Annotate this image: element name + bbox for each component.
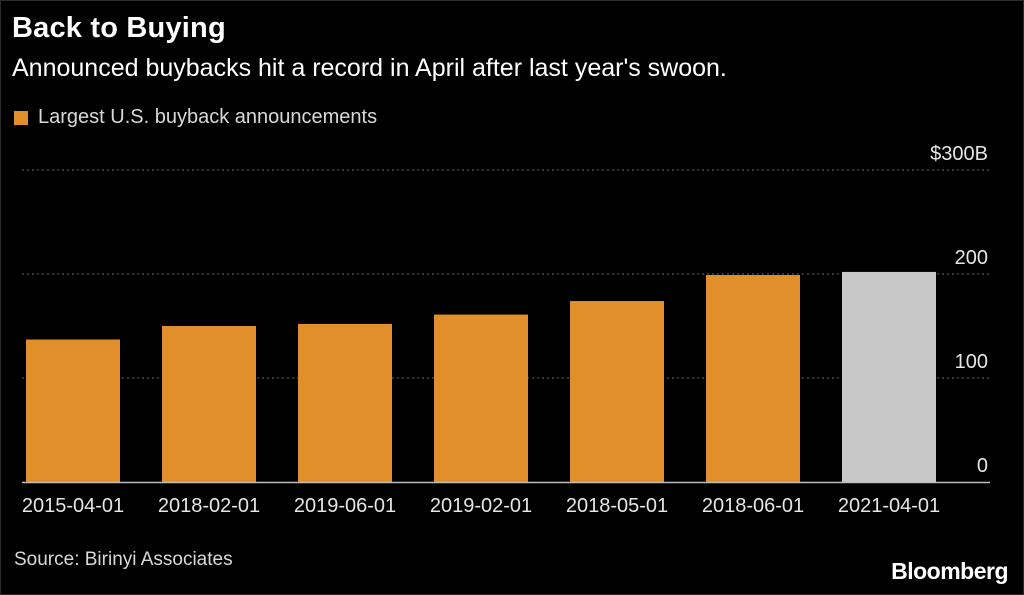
bar bbox=[842, 271, 936, 482]
y-tick-label: 100 bbox=[955, 351, 988, 373]
brand-logo: Bloomberg bbox=[891, 558, 1008, 584]
chart-title: Back to Buying bbox=[12, 12, 226, 44]
bar bbox=[706, 275, 800, 482]
bar bbox=[434, 314, 528, 482]
x-tick-label: 2015-04-01 bbox=[22, 495, 124, 517]
chart-subtitle: Announced buybacks hit a record in April… bbox=[12, 54, 727, 82]
legend-swatch bbox=[14, 110, 28, 125]
x-tick-label: 2018-05-01 bbox=[566, 495, 668, 517]
bar bbox=[162, 326, 256, 482]
bar bbox=[298, 323, 392, 482]
legend-label: Largest U.S. buyback announcements bbox=[38, 106, 378, 128]
x-tick-label: 2019-02-01 bbox=[430, 495, 532, 517]
legend: Largest U.S. buyback announcements bbox=[14, 106, 377, 129]
y-tick-label: 200 bbox=[955, 247, 988, 269]
bar bbox=[570, 301, 664, 482]
y-tick-label: $300B bbox=[930, 143, 988, 165]
x-tick-label: 2021-04-01 bbox=[838, 495, 940, 517]
y-tick-label: 0 bbox=[977, 455, 988, 477]
source-note: Source: Birinyi Associates bbox=[14, 549, 233, 570]
x-tick-label: 2018-06-01 bbox=[702, 495, 804, 517]
bar bbox=[26, 339, 120, 482]
x-tick-label: 2018-02-01 bbox=[158, 495, 260, 517]
x-tick-label: 2019-06-01 bbox=[294, 495, 396, 517]
